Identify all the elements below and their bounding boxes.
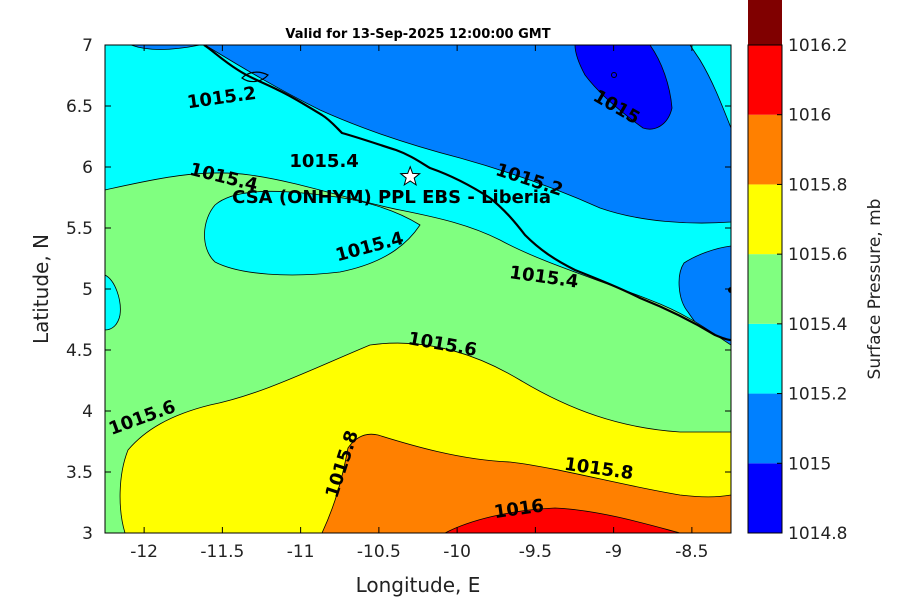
y-tick-label: 3.5: [66, 463, 93, 483]
colorbar-swatch: [748, 45, 782, 115]
x-tick-label: -11: [287, 542, 315, 562]
x-tick-label: -10.5: [357, 542, 401, 562]
y-tick-label: 5: [82, 280, 93, 300]
colorbar-swatch: [748, 114, 782, 185]
coastline: [203, 45, 731, 342]
colorbar-frame: [747, 44, 783, 534]
colorbar-tick-label: 1016: [788, 106, 831, 126]
x-tick-label: -12: [130, 542, 158, 562]
colorbar: 1014.8 1015 1015.2 1015.4 1015.6 1015.8 1016 10…: [747, 0, 847, 544]
y-axis-label: Latitude, N: [29, 234, 53, 344]
pressure-band-1014.8: [574, 45, 673, 130]
pressure-island-1015.2: [204, 190, 421, 276]
y-axis: 3 3.5 4 4.5 5 5.5 6 6.5 7: [66, 36, 731, 544]
colorbar-swatch: [748, 463, 782, 533]
colorbar-swatch: [748, 0, 782, 46]
y-tick-label: 5.5: [66, 219, 93, 239]
y-tick-label: 7: [82, 36, 93, 56]
colorbar-tick-label: 1015.8: [788, 175, 847, 195]
chart-title: Valid for 13-Sep-2025 12:00:00 GMT: [285, 27, 550, 42]
colorbar-tick-label: 1015.6: [788, 245, 847, 265]
y-tick-label: 3: [82, 524, 93, 544]
colorbar-tick-label: 1015.2: [788, 385, 847, 405]
x-tick-label: -9.5: [519, 542, 552, 562]
pressure-band-1016: [444, 507, 681, 533]
site-label: CSA (ONHYM) PPL EBS - Liberia: [232, 187, 551, 208]
x-tick-label: -10: [443, 542, 471, 562]
colorbar-tick-label: 1015: [788, 454, 831, 474]
coastline-island: [241, 71, 269, 83]
x-axis: -12 -11.5 -11 -10.5 -10 -9.5 -9 -8.5: [130, 45, 708, 562]
x-tick-label: -9: [605, 542, 622, 562]
colorbar-label: Surface Pressure, mb: [865, 199, 885, 380]
x-tick-label: -11.5: [200, 542, 244, 562]
x-tick-label: -8.5: [675, 542, 708, 562]
colorbar-swatch: [748, 254, 782, 324]
y-tick-label: 6.5: [66, 97, 93, 117]
y-tick-label: 4: [82, 402, 93, 422]
colorbar-swatch: [748, 184, 782, 255]
pressure-band-1015.8: [321, 433, 731, 533]
colorbar-tick-label: 1016.2: [788, 36, 847, 56]
colorbar-tick-label: 1014.8: [788, 524, 847, 544]
site-star-icon[interactable]: [399, 165, 422, 187]
colorbar-swatch: [748, 323, 782, 394]
contour-label: 1015.4: [289, 151, 358, 172]
y-tick-label: 6: [82, 158, 93, 178]
colorbar-swatch: [748, 393, 782, 464]
coast-dot: [611, 72, 617, 78]
x-axis-label: Longitude, E: [356, 573, 481, 597]
y-tick-label: 4.5: [66, 341, 93, 361]
colorbar-tick-label: 1015.4: [788, 315, 847, 335]
